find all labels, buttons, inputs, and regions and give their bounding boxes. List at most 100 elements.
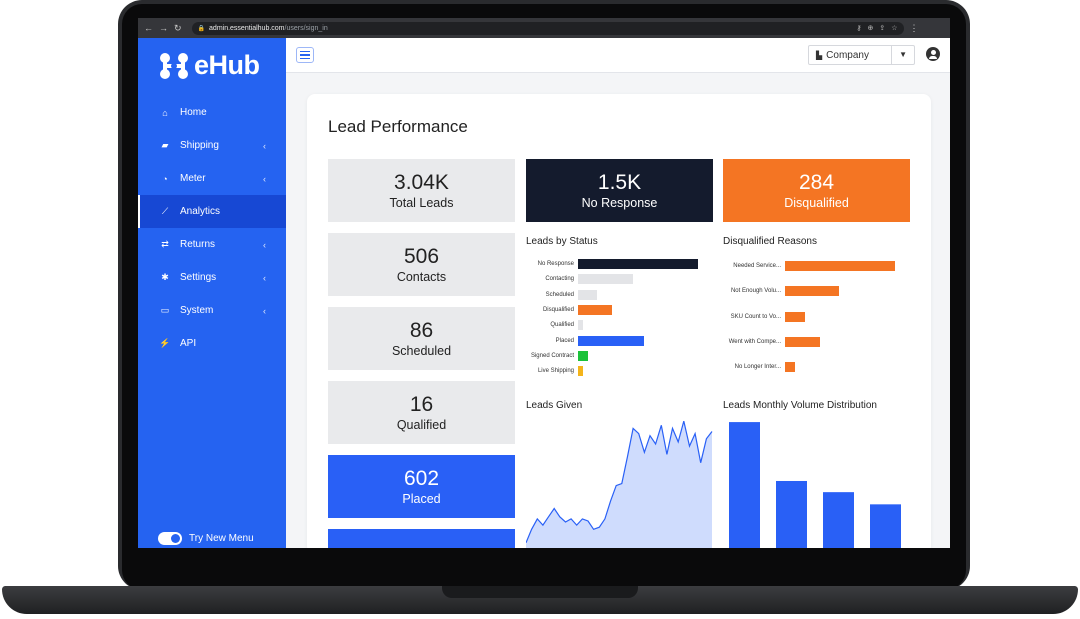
- stat-value: 284: [799, 171, 834, 195]
- bar: [578, 290, 597, 300]
- bar-row: Live Shipping: [526, 366, 583, 376]
- stat-label: Total Leads: [390, 195, 454, 211]
- sidebar-item-system[interactable]: ▭ System ‹: [138, 294, 286, 327]
- chevron-left-icon: ‹: [263, 240, 266, 250]
- logo[interactable]: eHub: [158, 50, 260, 81]
- logo-text: eHub: [194, 50, 260, 81]
- stat-value: 86: [410, 319, 433, 343]
- sidebar-item-settings[interactable]: ✱ Settings ‹: [138, 261, 286, 294]
- leads-given-chart: [526, 416, 713, 548]
- bar: [785, 312, 805, 322]
- disqualified-reasons-title: Disqualified Reasons: [723, 236, 817, 247]
- bar-row: Signed Contract: [526, 351, 588, 361]
- sidebar-item-returns[interactable]: ⇄ Returns ‹: [138, 228, 286, 261]
- bar-label: Went with Compe...: [723, 339, 785, 345]
- sidebar-item-label: Shipping: [180, 140, 219, 151]
- bar-label: Qualified: [526, 322, 578, 328]
- back-icon[interactable]: ←: [144, 23, 153, 34]
- sidebar-item-meter[interactable]: ◔ Meter ‹: [138, 162, 286, 195]
- zoom-icon[interactable]: ⊕: [868, 24, 874, 32]
- chevron-left-icon: ‹: [263, 174, 266, 184]
- screen: ← → ↻ 🔒 admin.essentialhub.com/users/sig…: [138, 18, 950, 548]
- caret-down-icon[interactable]: ▼: [899, 50, 907, 59]
- bar-row: No Response: [526, 259, 698, 269]
- user-avatar-icon[interactable]: [926, 47, 940, 61]
- chevron-left-icon: ‹: [263, 306, 266, 316]
- bar: [578, 320, 583, 330]
- stat-label: Qualified: [397, 417, 446, 433]
- stat-value: 1.5K: [598, 171, 641, 195]
- forward-icon[interactable]: →: [159, 23, 168, 34]
- url-host: admin.essentialhub.com: [209, 25, 285, 32]
- bar-label: No Response: [526, 261, 578, 267]
- stat-contacts: 506 Contacts: [328, 233, 515, 296]
- truck-icon: ▰: [159, 140, 171, 151]
- volume-bar: [870, 504, 901, 548]
- leads-by-status-title: Leads by Status: [526, 236, 598, 247]
- bar-row: Scheduled: [526, 290, 597, 300]
- bar: [578, 305, 612, 315]
- stat-placed: 602 Placed: [328, 455, 515, 518]
- browser-menu-icon[interactable]: ⋮: [910, 23, 919, 34]
- building-icon: ▙: [816, 51, 822, 60]
- leads-given-title: Leads Given: [526, 400, 582, 411]
- bar-label: Scheduled: [526, 292, 578, 298]
- bar: [578, 259, 698, 269]
- sidebar-item-label: Settings: [180, 272, 216, 283]
- share-icon[interactable]: ⇪: [879, 24, 885, 32]
- page-title: Lead Performance: [328, 117, 468, 137]
- stat-label: Disqualified: [784, 195, 849, 211]
- gauge-icon: ◔: [159, 174, 171, 184]
- try-new-menu[interactable]: Try New Menu: [158, 532, 254, 545]
- bar-label: Needed Service...: [723, 263, 785, 269]
- sidebar-item-shipping[interactable]: ▰ Shipping ‹: [138, 129, 286, 162]
- bar: [578, 274, 633, 284]
- chart-line-icon: ⟋: [159, 206, 171, 217]
- bar-row: Went with Compe...: [723, 337, 820, 347]
- bar-row: Placed: [526, 336, 644, 346]
- stat-no-response: 1.5K No Response: [526, 159, 713, 222]
- bar: [785, 261, 895, 271]
- stat-value: 3.04K: [394, 171, 449, 195]
- key-icon[interactable]: ⚷: [856, 24, 861, 32]
- bar-row: SKU Count to Vo...: [723, 312, 805, 322]
- bar-label: Contacting: [526, 276, 578, 282]
- sidebar-item-label: Analytics: [180, 206, 220, 217]
- sidebar-item-analytics[interactable]: ⟋ Analytics: [138, 195, 286, 228]
- laptop-icon: ▭: [159, 305, 171, 316]
- plug-icon: ⚡: [159, 338, 171, 349]
- stat-total-leads: 3.04K Total Leads: [328, 159, 515, 222]
- bar-label: SKU Count to Vo...: [723, 314, 785, 320]
- stat-label: Placed: [402, 491, 440, 507]
- stat-scheduled: 86 Scheduled: [328, 307, 515, 370]
- bar: [578, 336, 644, 346]
- sidebar-item-home[interactable]: ⌂ Home: [138, 96, 286, 129]
- volume-bar: [729, 422, 760, 548]
- reload-icon[interactable]: ↻: [174, 23, 182, 34]
- company-select[interactable]: ▙ Company ▼: [808, 45, 915, 65]
- try-new-menu-label: Try New Menu: [189, 533, 254, 544]
- address-bar[interactable]: 🔒 admin.essentialhub.com/users/sign_in ⚷…: [192, 22, 904, 35]
- star-icon[interactable]: ☆: [891, 24, 897, 32]
- sidebar-item-api[interactable]: ⚡ API: [138, 327, 286, 360]
- bar: [785, 362, 795, 372]
- bar-label: No Longer Inter...: [723, 364, 785, 370]
- bar: [785, 286, 839, 296]
- bar-row: Disqualified: [526, 305, 612, 315]
- monthly-volume-title: Leads Monthly Volume Distribution: [723, 400, 877, 411]
- topbar: ▙ Company ▼: [286, 38, 950, 73]
- exchange-icon: ⇄: [159, 239, 171, 250]
- sidebar-item-label: API: [180, 338, 196, 349]
- ehub-logo-icon: [158, 51, 190, 81]
- bar-label: Live Shipping: [526, 368, 578, 374]
- stat-disqualified: 284 Disqualified: [723, 159, 910, 222]
- try-new-menu-toggle[interactable]: [158, 532, 182, 545]
- chevron-left-icon: ‹: [263, 273, 266, 283]
- bar-label: Not Enough Volu...: [723, 288, 785, 294]
- stat-value: 506: [404, 245, 439, 269]
- stat-qualified: 16 Qualified: [328, 381, 515, 444]
- hamburger-menu-icon[interactable]: [296, 47, 314, 63]
- browser-bar: ← → ↻ 🔒 admin.essentialhub.com/users/sig…: [138, 18, 950, 38]
- bar-label: Placed: [526, 338, 578, 344]
- home-icon: ⌂: [159, 108, 171, 118]
